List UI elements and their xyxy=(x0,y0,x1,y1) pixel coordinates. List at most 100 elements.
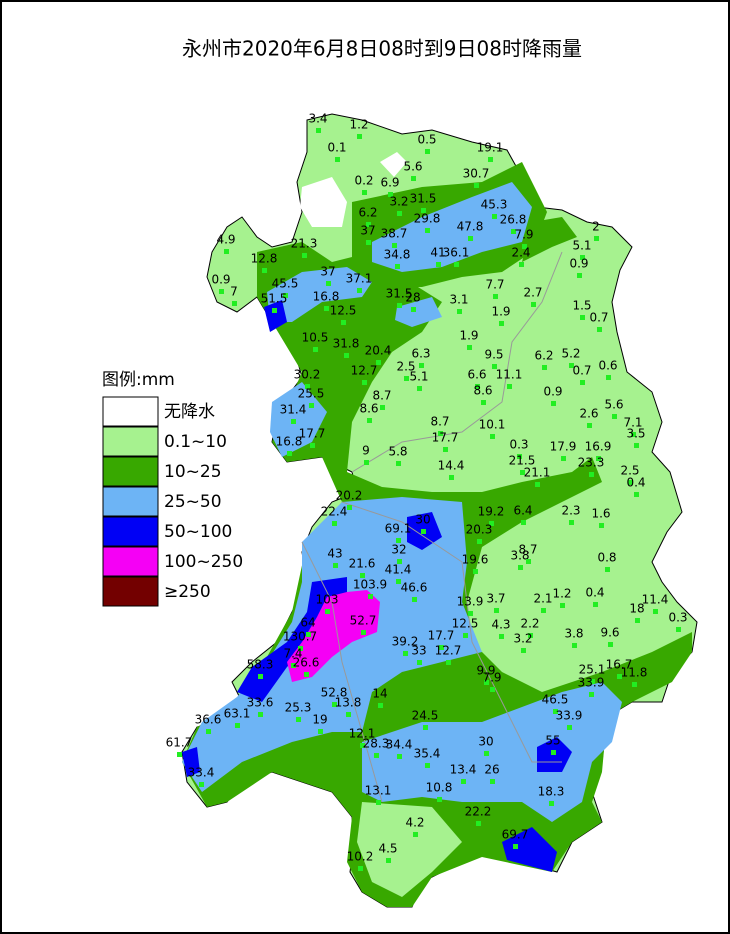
station-value: 0.9 xyxy=(543,385,562,399)
station-value: 2.2 xyxy=(520,617,539,631)
station-value: 28.3 xyxy=(363,737,390,751)
station-dot xyxy=(499,634,504,639)
station-value: 7.7 xyxy=(485,278,504,292)
station-value: 37 xyxy=(360,224,375,238)
station-dot xyxy=(425,228,430,233)
station-value: 0.7 xyxy=(589,311,608,325)
station-dot xyxy=(589,692,594,697)
station-dot xyxy=(313,347,318,352)
station-value: 18.3 xyxy=(538,785,565,799)
station-dot xyxy=(358,866,363,871)
station-dot xyxy=(421,208,426,213)
station-dot xyxy=(368,594,373,599)
station-value: 3.4 xyxy=(308,112,327,126)
station-value: 9 xyxy=(362,444,370,458)
station-dot xyxy=(235,723,240,728)
station-value: 0.3 xyxy=(668,611,687,625)
station-value: 13.8 xyxy=(335,696,362,710)
station-dot xyxy=(541,608,546,613)
station-dot xyxy=(461,779,466,784)
station-dot xyxy=(423,725,428,730)
station-dot xyxy=(360,573,365,578)
station-value: 12.5 xyxy=(330,304,357,318)
station-value: 4.3 xyxy=(491,618,510,632)
station-value: 32 xyxy=(391,543,406,557)
station-value: 31.5 xyxy=(386,287,413,301)
station-dot xyxy=(392,243,397,248)
station-value: 35.4 xyxy=(414,747,441,761)
station-value: 4.5 xyxy=(378,842,397,856)
station-dot xyxy=(258,712,263,717)
station-value: 1.9 xyxy=(459,329,478,343)
station-value: 16.8 xyxy=(313,290,340,304)
station-dot xyxy=(232,301,237,306)
station-value: 3.2 xyxy=(389,195,408,209)
station-value: 12.5 xyxy=(452,617,479,631)
station-dot xyxy=(488,157,493,162)
station-value: 31.8 xyxy=(333,337,360,351)
station-value: 7.1 xyxy=(623,416,642,430)
station-dot xyxy=(366,240,371,245)
station-dot xyxy=(332,521,337,526)
station-value: 2.5 xyxy=(620,464,639,478)
station-dot xyxy=(347,505,352,510)
station-value: 55 xyxy=(545,734,560,748)
station-dot xyxy=(490,779,495,784)
station-value: 58.3 xyxy=(247,658,274,672)
station-dot xyxy=(439,645,444,650)
station-value: 5.2 xyxy=(561,347,580,361)
station-dot xyxy=(397,211,402,216)
station-dot xyxy=(360,743,365,748)
station-dot xyxy=(549,801,554,806)
county-border xyxy=(341,501,562,763)
station-value: 7.4 xyxy=(283,647,302,661)
rain-regions xyxy=(181,113,698,908)
station-value: 31.4 xyxy=(280,403,307,417)
station-value: 33.4 xyxy=(188,766,215,780)
station-dot xyxy=(526,559,531,564)
station-value: 9.6 xyxy=(600,626,619,640)
station-dot xyxy=(577,273,582,278)
region-moderate xyxy=(522,217,577,262)
station-dot xyxy=(528,633,533,638)
station-value: 4.9 xyxy=(216,233,235,247)
region-heavy xyxy=(267,267,372,322)
station-dot xyxy=(386,858,391,863)
legend-label: 100~250 xyxy=(164,552,243,572)
station-dot xyxy=(411,307,416,312)
station-dot xyxy=(436,262,441,267)
station-dot xyxy=(531,302,536,307)
station-dot xyxy=(492,364,497,369)
station-value: 21.3 xyxy=(291,237,318,251)
station-dot xyxy=(272,308,277,313)
station-value: 5.1 xyxy=(572,239,591,253)
station-dot xyxy=(335,157,340,162)
station-value: 18 xyxy=(629,602,644,616)
station-value: 12.7 xyxy=(435,644,462,658)
station-value: 47.8 xyxy=(457,220,484,234)
station-dot xyxy=(589,472,594,477)
station-value: 25.3 xyxy=(285,701,312,715)
region-none xyxy=(380,152,407,177)
station-value: 2.3 xyxy=(561,504,580,518)
station-dot xyxy=(631,432,636,437)
station-dot xyxy=(449,475,454,480)
station-value: 41.4 xyxy=(385,563,412,577)
legend-label: 10~25 xyxy=(164,462,222,482)
station-value: 21.6 xyxy=(349,557,376,571)
station-value: 0.4 xyxy=(626,476,645,490)
region-rainstorm xyxy=(502,827,557,872)
station-value: 130.7 xyxy=(283,630,317,644)
station-dot xyxy=(357,134,362,139)
station-dot xyxy=(569,520,574,525)
station-value: 0.3 xyxy=(509,438,528,452)
station-dot xyxy=(492,214,497,219)
station-value: 13.4 xyxy=(450,763,477,777)
county-border xyxy=(351,251,563,473)
station-dot xyxy=(388,192,393,197)
station-dot xyxy=(367,418,372,423)
station-value: 16.9 xyxy=(585,440,612,454)
station-dot xyxy=(634,492,639,497)
station-value: 4.2 xyxy=(405,816,424,830)
station-value: 8.7 xyxy=(372,389,391,403)
